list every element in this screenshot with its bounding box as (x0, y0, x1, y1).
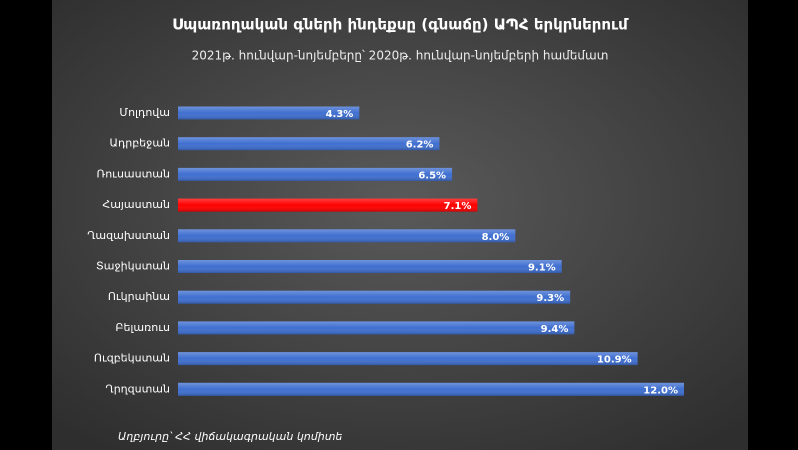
source: Աղբյուրը՝ ՀՀ վիճակագրական կոմիտե (118, 430, 342, 443)
value-label: 6.5% (418, 170, 446, 181)
panel (52, 0, 748, 450)
value-label: 6.2% (406, 140, 434, 151)
bar-shine (178, 229, 516, 243)
y-tick-label: Հայաստան (102, 198, 170, 211)
value-label: 4.3% (326, 109, 354, 120)
y-tick-label: Ուկրաինա (108, 290, 170, 303)
bar-shine (178, 106, 360, 120)
bar-shine (178, 137, 440, 151)
bar-shine (178, 260, 562, 273)
y-tick-label: Բելառուս (115, 321, 170, 334)
y-tick-label: Ուզբեկստան (94, 352, 170, 365)
value-label: 9.3% (536, 293, 564, 304)
y-tick-label: Ղազախստան (87, 229, 170, 242)
value-label: 10.9% (597, 355, 632, 366)
value-label: 9.1% (528, 263, 556, 274)
value-label: 7.1% (444, 201, 472, 212)
bar-shine (178, 352, 638, 366)
y-tick-label: Մոլդովա (119, 106, 170, 119)
value-label: 8.0% (482, 232, 510, 243)
y-tick-label: Ադրբեջան (110, 137, 170, 150)
bar-shine (178, 167, 453, 181)
chart-subtitle: 2021թ. հունվար-նոյեմբերը՝ 2020թ. հունվար… (192, 49, 609, 63)
y-tick-label: Ղրղզստան (105, 382, 170, 395)
bar-shine (178, 321, 575, 335)
bar-shine (178, 290, 571, 304)
y-tick-label: Ռուսաստան (96, 167, 170, 180)
chart-title: Սպառողական գների ինդեքսը (գնաճը) ԱՊՀ երկ… (172, 16, 629, 34)
bar-shine (178, 198, 478, 212)
bar-shine (178, 382, 684, 396)
y-tick-label: Տաջիկստան (96, 260, 170, 273)
value-label: 12.0% (643, 385, 678, 396)
value-label: 9.4% (541, 324, 569, 335)
